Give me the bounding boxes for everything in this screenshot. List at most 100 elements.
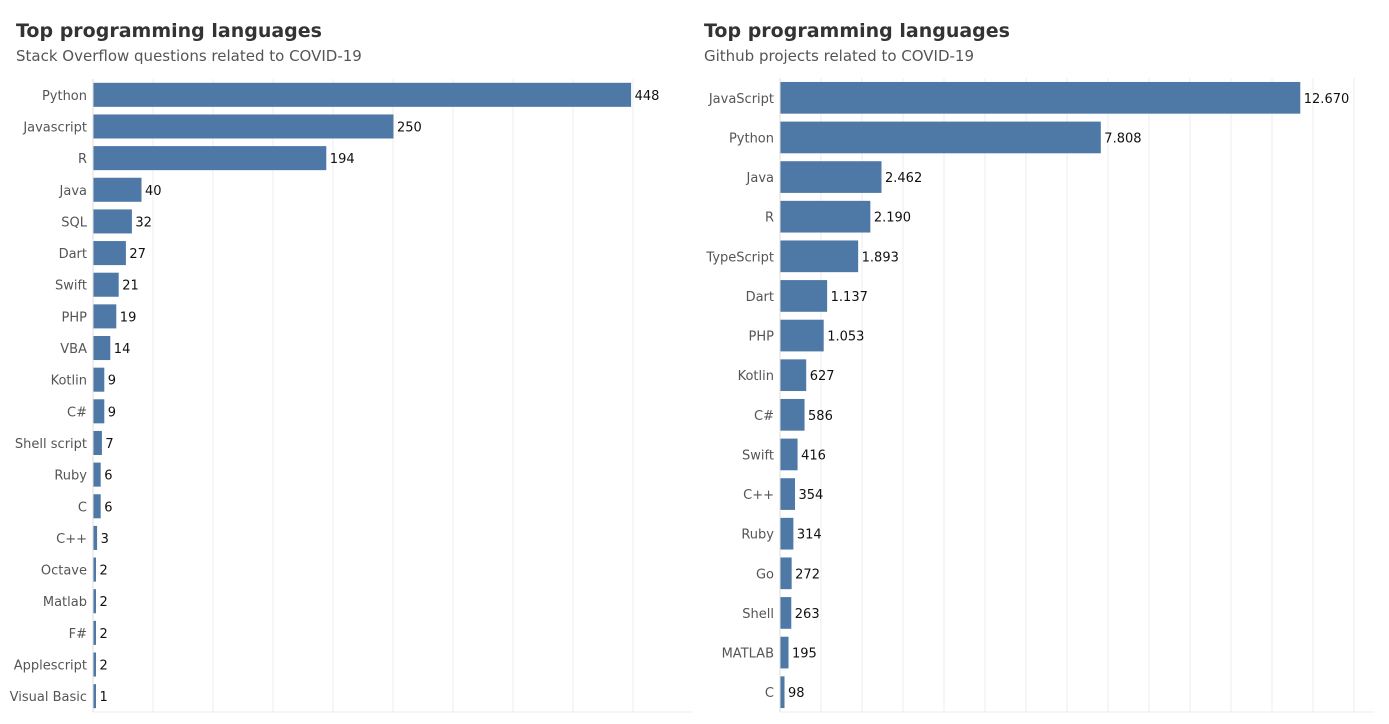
- category-label: PHP: [749, 330, 775, 345]
- bar-chart-github: JavaScript 12.670 Python 7.808 Java 2.462 R 2.1…: [705, 78, 1374, 713]
- category-label: Swift: [55, 279, 87, 294]
- bar: [780, 636, 789, 669]
- chart-title: Top programming languages: [16, 20, 322, 42]
- chart-panel-stackoverflow: Top programming languages Stack Overflow…: [0, 0, 694, 724]
- category-label: Kotlin: [738, 369, 774, 384]
- category-label: JavaScript: [708, 92, 774, 107]
- value-label: 448: [635, 89, 660, 104]
- bar: [780, 557, 792, 590]
- bar: [93, 525, 98, 550]
- gridlines: [820, 78, 1355, 712]
- value-label: 194: [330, 152, 355, 167]
- bar: [93, 557, 96, 582]
- category-label: C: [765, 686, 774, 701]
- value-label: 14: [114, 342, 131, 357]
- value-label: 1.053: [827, 330, 864, 345]
- value-label: 2: [100, 627, 108, 642]
- value-label: 2: [100, 564, 108, 579]
- category-label: Dart: [746, 290, 774, 305]
- category-label: SQL: [61, 215, 87, 230]
- category-label: C#: [754, 409, 774, 424]
- value-label: 2.190: [874, 211, 911, 226]
- category-label: TypeScript: [705, 250, 774, 265]
- value-label: 9: [108, 405, 116, 420]
- category-label: Ruby: [741, 528, 774, 543]
- bar: [93, 177, 142, 202]
- category-label: Javascript: [22, 120, 87, 135]
- bar: [780, 478, 796, 510]
- chart-title: Top programming languages: [704, 20, 1010, 42]
- gridlines: [152, 79, 634, 712]
- bar: [780, 438, 798, 471]
- bar: [780, 240, 859, 273]
- bar: [93, 272, 119, 297]
- value-label: 7: [105, 437, 113, 452]
- value-label: 19: [120, 310, 137, 325]
- chart-subtitle: Stack Overflow questions related to COVI…: [16, 47, 362, 65]
- value-label: 3: [101, 532, 109, 547]
- value-label: 1.893: [862, 250, 899, 265]
- category-label: C++: [56, 532, 87, 547]
- bar: [93, 652, 96, 677]
- value-label: 2: [100, 595, 108, 610]
- value-label: 314: [797, 528, 822, 543]
- value-label: 21: [122, 279, 139, 294]
- value-label: 272: [795, 567, 820, 582]
- bar: [93, 82, 632, 107]
- category-label: Swift: [742, 448, 774, 463]
- category-label: F#: [69, 627, 87, 642]
- value-label: 354: [799, 488, 824, 503]
- category-label: Java: [746, 171, 774, 186]
- bar: [93, 209, 132, 234]
- value-label: 32: [135, 215, 152, 230]
- value-label: 250: [397, 120, 422, 135]
- category-label: PHP: [62, 310, 88, 325]
- category-label: Java: [59, 184, 87, 199]
- bar: [93, 304, 117, 329]
- value-label: 27: [129, 247, 146, 262]
- bar: [780, 676, 785, 709]
- bar: [93, 589, 96, 614]
- bar: [93, 114, 394, 139]
- bar: [93, 399, 105, 424]
- value-label: 586: [808, 409, 833, 424]
- value-label: 6: [104, 469, 112, 484]
- category-label: MATLAB: [722, 647, 774, 662]
- value-label: 1: [100, 690, 108, 705]
- bar: [93, 462, 101, 487]
- category-label: Go: [756, 567, 774, 582]
- chart-subtitle: Github projects related to COVID-19: [704, 47, 975, 65]
- category-label: Python: [729, 131, 774, 146]
- bar: [780, 359, 807, 392]
- value-label: 263: [795, 607, 820, 622]
- category-label: Applescript: [14, 659, 87, 674]
- category-label: R: [765, 211, 774, 226]
- category-label: Shell script: [15, 437, 87, 452]
- bar: [780, 200, 871, 233]
- category-label: Shell: [742, 607, 774, 622]
- category-label: Ruby: [54, 469, 87, 484]
- category-label: Python: [42, 89, 87, 104]
- bar: [780, 398, 805, 431]
- category-label: Matlab: [43, 595, 87, 610]
- category-label: Kotlin: [51, 374, 87, 389]
- value-label: 416: [801, 448, 826, 463]
- value-label: 2.462: [885, 171, 922, 186]
- bar: [93, 367, 105, 392]
- value-label: 12.670: [1304, 92, 1350, 107]
- value-label: 1.137: [831, 290, 868, 305]
- bar: [93, 620, 96, 645]
- bar: [780, 319, 824, 352]
- bar: [780, 517, 794, 550]
- bar: [780, 280, 828, 312]
- bar: [780, 161, 882, 193]
- category-label: Visual Basic: [10, 690, 87, 705]
- chart-panel-github: Top programming languages Github project…: [694, 0, 1389, 724]
- category-label: Octave: [41, 564, 87, 579]
- bar: [780, 81, 1301, 114]
- value-label: 98: [788, 686, 805, 701]
- category-label: R: [78, 152, 87, 167]
- value-label: 195: [792, 647, 817, 662]
- category-label: VBA: [60, 342, 87, 357]
